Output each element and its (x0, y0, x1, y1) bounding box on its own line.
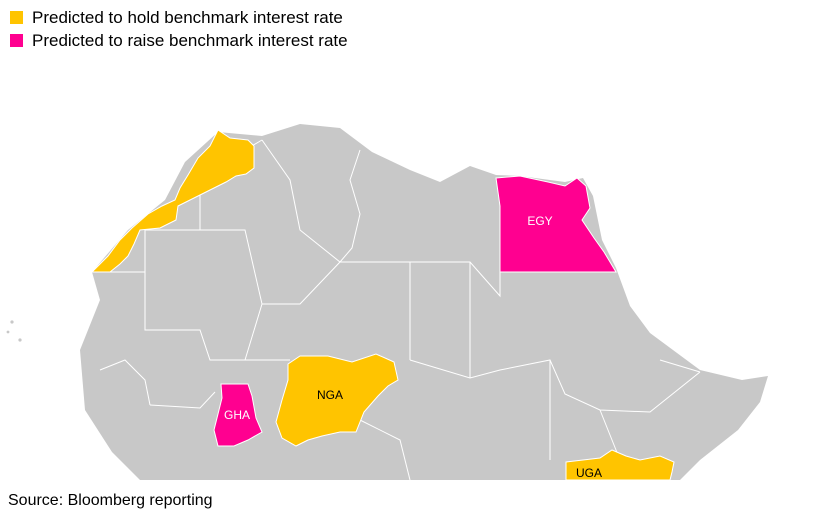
source-note: Source: Bloomberg reporting (8, 492, 213, 509)
country-uga (565, 449, 675, 481)
country-nga (275, 353, 399, 447)
country-label-nga: NGA (317, 388, 343, 402)
legend-item-hold: Predicted to hold benchmark interest rat… (10, 6, 348, 29)
legend-label-hold: Predicted to hold benchmark interest rat… (32, 7, 343, 27)
cape-verde-islands (10, 320, 14, 324)
hold-color-swatch (10, 11, 23, 24)
raise-color-swatch (10, 34, 23, 47)
legend-item-raise: Predicted to raise benchmark interest ra… (10, 29, 348, 52)
country-label-egy: EGY (527, 214, 552, 228)
country-mar (90, 129, 255, 273)
map-legend: Predicted to hold benchmark interest rat… (10, 6, 348, 52)
country-label-gha: GHA (224, 408, 250, 422)
country-label-uga: UGA (576, 466, 602, 480)
africa-landmass (80, 124, 768, 480)
cape-verde-islands-3 (6, 330, 10, 334)
country-egy (495, 175, 617, 273)
country-gha (213, 383, 263, 447)
cape-verde-islands-2 (18, 338, 22, 342)
legend-label-raise: Predicted to raise benchmark interest ra… (32, 30, 348, 50)
